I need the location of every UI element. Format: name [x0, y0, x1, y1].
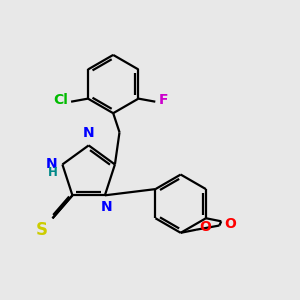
- Text: O: O: [224, 218, 236, 231]
- Text: F: F: [158, 93, 168, 107]
- Text: N: N: [83, 126, 94, 140]
- Text: Cl: Cl: [53, 93, 68, 107]
- Text: N: N: [100, 200, 112, 214]
- Text: S: S: [36, 221, 48, 239]
- Text: O: O: [199, 220, 211, 234]
- Text: N: N: [46, 158, 58, 172]
- Text: H: H: [48, 166, 58, 178]
